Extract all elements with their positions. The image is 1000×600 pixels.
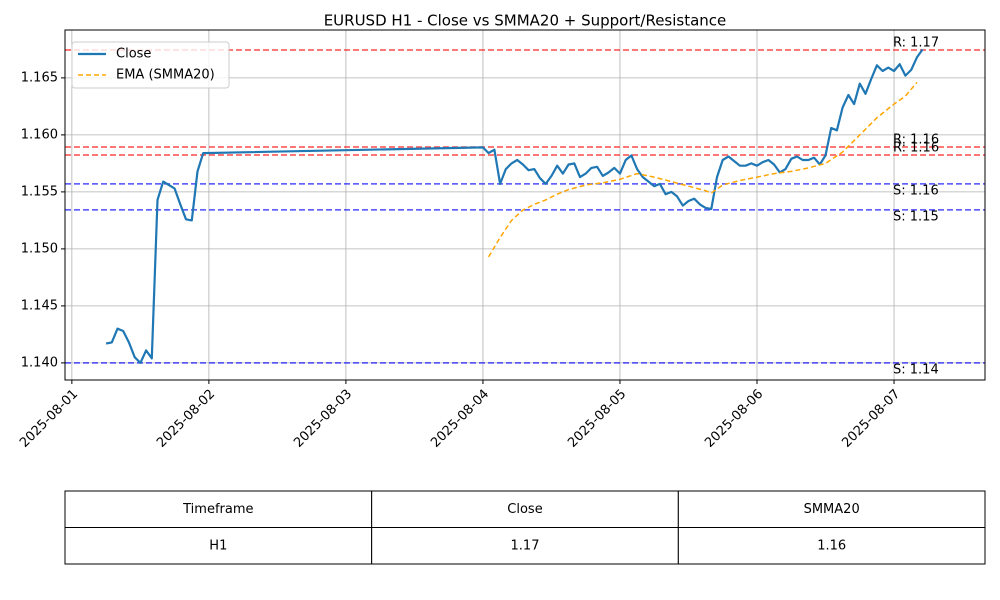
y-tick-label: 1.160 [21, 127, 58, 142]
table-header-text: Timeframe [182, 502, 253, 517]
table-cell [677, 527, 986, 565]
y-tick-label: 1.155 [21, 184, 58, 199]
chart-title: EURUSD H1 - Close vs SMMA20 + Support/Re… [324, 12, 727, 30]
table-cell [371, 527, 679, 565]
resistance-label: R: 1.16 [893, 132, 939, 147]
legend-label: EMA (SMMA20) [116, 68, 215, 83]
table-cell [64, 490, 373, 528]
table-cell-text: 1.17 [511, 538, 540, 553]
plot-frame [64, 29, 986, 381]
table-cell [677, 490, 986, 528]
series-line [487, 81, 918, 258]
table-cell [64, 527, 373, 565]
table-header-text: SMMA20 [804, 502, 860, 517]
y-tick-label: 1.140 [21, 355, 58, 370]
resistance-label: R: 1.16 [893, 140, 939, 155]
table-header-text: Close [507, 502, 542, 517]
y-tick-label: 1.165 [21, 70, 58, 85]
table-cell-text: 1.16 [817, 538, 846, 553]
support-label: S: 1.15 [893, 209, 939, 224]
legend-box [71, 41, 230, 89]
legend-label: Close [116, 47, 151, 62]
y-tick-label: 1.150 [21, 241, 58, 256]
table-cell-text: H1 [209, 538, 227, 553]
resistance-label: R: 1.17 [893, 35, 939, 50]
support-label: S: 1.16 [893, 183, 939, 198]
table-cell [371, 490, 679, 528]
y-tick-label: 1.145 [21, 298, 58, 313]
support-label: S: 1.14 [893, 362, 939, 377]
series-line [105, 48, 924, 364]
